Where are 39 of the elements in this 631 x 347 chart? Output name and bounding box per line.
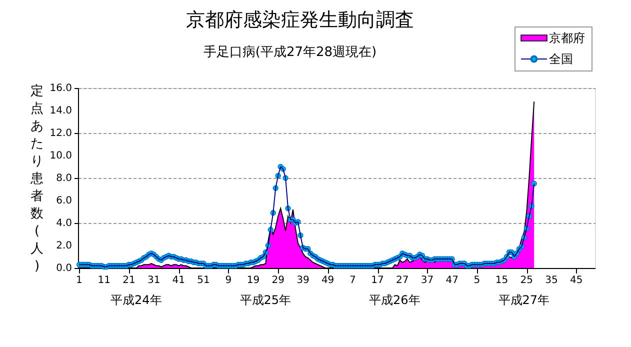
y-tick-label: 2.0: [56, 240, 72, 252]
x-tick-label: 17: [371, 275, 384, 286]
chart-title: 京都府感染症発生動向調査: [186, 9, 414, 31]
x-tick-label: 41: [172, 275, 186, 286]
x-tick-label: 21: [122, 275, 136, 286]
y-tick-label: 0.0: [56, 263, 72, 274]
chart-subtitle: 手足口病(平成27年28週現在): [203, 45, 377, 60]
legend-label: 京都府: [549, 31, 585, 45]
x-tick-label: 51: [197, 275, 210, 286]
x-tick-label: 1: [76, 275, 82, 286]
legend-label: 全国: [549, 52, 573, 66]
y-tick-label: 16.0: [50, 83, 72, 94]
x-tick-label: 31: [147, 275, 160, 286]
x-tick-label: 39: [296, 275, 310, 286]
text: 平成24年: [110, 293, 162, 307]
x-tick-label: 47: [446, 275, 458, 286]
y-tick-label: 14.0: [50, 106, 72, 116]
y-tick-label: 10.0: [50, 150, 72, 162]
x-tick-label: 35: [545, 275, 558, 286]
x-tick-label: 25: [520, 275, 534, 286]
text: 平成26年: [369, 293, 420, 307]
x-tick-label: 9: [225, 275, 232, 286]
x-tick-label: 19: [246, 275, 260, 286]
x-tick-label: 11: [98, 275, 110, 286]
x-tick-label: 29: [272, 275, 284, 286]
y-tick-label: 4.0: [56, 218, 72, 229]
x-tick-label: 7: [349, 275, 356, 286]
y-tick-label: 8.0: [56, 173, 72, 184]
x-tick-label: 49: [321, 275, 334, 286]
x-tick-label: 45: [570, 275, 583, 286]
text: 平成25年: [240, 293, 292, 307]
y-tick-label: 6.0: [56, 196, 72, 206]
x-tick-label: 15: [495, 275, 508, 286]
y-tick-label: 12.0: [50, 128, 72, 139]
x-tick-label: 37: [420, 275, 434, 286]
text: 定点あたり患者数(人): [30, 84, 44, 274]
x-tick-label: 27: [396, 275, 409, 286]
x-tick-label: 5: [474, 275, 480, 286]
text: 平成27年: [498, 293, 550, 307]
